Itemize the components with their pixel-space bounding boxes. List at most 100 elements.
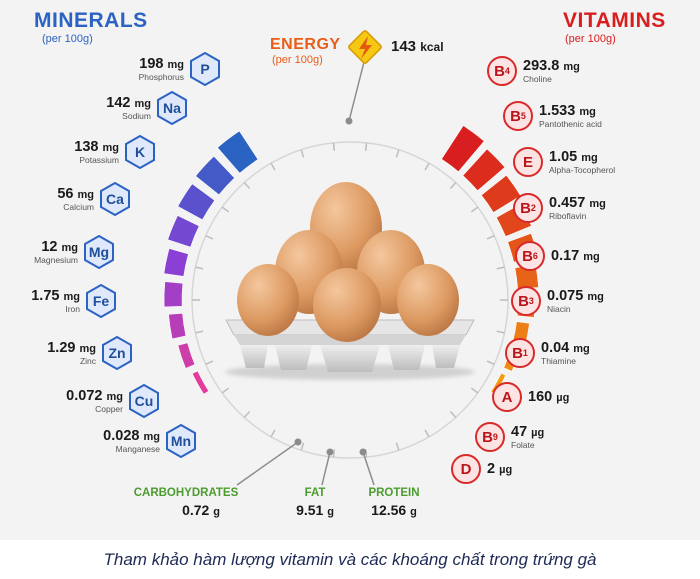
gauge-tick [300, 442, 305, 451]
mineral-value: 198 [139, 55, 164, 72]
gauge-tick [205, 360, 214, 365]
energy-unit: kcal [420, 40, 444, 54]
macro-name: PROTEIN [368, 487, 420, 499]
fat-pointer [321, 451, 331, 486]
mineral-row: 138 mg Potassium K [0, 135, 156, 169]
mineral-symbol: P [200, 61, 210, 77]
mineral-hexagon-icon: P [189, 52, 221, 86]
gauge-tick [270, 162, 276, 171]
eggs-illustration [237, 182, 459, 342]
mineral-unit: mg [77, 188, 95, 201]
mineral-symbol: Fe [92, 293, 110, 309]
gauge-ticks [191, 141, 509, 459]
gauge-tick [300, 149, 305, 158]
protein-pointer [362, 451, 375, 486]
mineral-gauge-segment [216, 130, 259, 174]
macro-protein: PROTEIN 12.56 g [359, 487, 429, 518]
mineral-name: Phosphorus [138, 72, 184, 82]
energy-lightning-icon [348, 30, 382, 64]
vitamin-gauge-segment [507, 232, 539, 263]
mineral-row: 0.072 mg Copper Cu [0, 384, 160, 418]
mineral-row: 1.29 mg Zinc Zn [0, 336, 133, 370]
energy-pointer [348, 61, 365, 122]
mineral-hexagon-icon: Na [156, 91, 188, 125]
macro-pointers [236, 61, 375, 486]
mineral-hexagon-icon: Zn [101, 336, 133, 370]
vitamins-title: VITAMINS [563, 9, 666, 32]
mineral-row: 12 mg Magnesium Mg [0, 235, 115, 269]
mineral-row: 198 mg Phosphorus P [0, 52, 221, 86]
vitamin-gauge-segment [462, 148, 506, 192]
macro-name: FAT [304, 487, 326, 499]
gauge-tick [270, 429, 276, 438]
mineral-unit: mg [79, 342, 97, 355]
energy-title: ENERGY [270, 36, 341, 53]
mineral-name: Copper [95, 404, 123, 414]
mineral-value: 56 [57, 185, 74, 202]
vitamin-gauge-segment [480, 174, 522, 213]
mineral-unit: mg [106, 390, 124, 403]
caption: Tham khảo hàm lượng vitamin và các khoán… [103, 549, 597, 569]
energy-subtitle: (per 100g) [272, 54, 323, 66]
mineral-gauge-segment [177, 183, 216, 221]
mineral-value: 1.75 [31, 287, 60, 304]
macro-value: 9.51 [296, 502, 324, 518]
mineral-symbol: Ca [106, 191, 124, 207]
gauge-tick [332, 142, 336, 151]
gauge-tick [395, 442, 400, 451]
mineral-unit: mg [134, 97, 152, 110]
mineral-unit: mg [102, 141, 120, 154]
mineral-value: 138 [74, 138, 99, 155]
gauge-tick [221, 206, 230, 213]
gauge-tick [205, 235, 214, 240]
vitamin-gauge-segment [503, 347, 520, 372]
fat-pointer-dot [326, 448, 334, 456]
mineral-value: 0.028 [103, 427, 140, 444]
mineral-value: 1.29 [47, 339, 76, 356]
vitamin-gauge-segment [514, 263, 539, 290]
vitamin-gauge-segment [516, 293, 536, 318]
gauge-tick [486, 235, 495, 240]
mineral-hexagon-icon: Mg [83, 235, 115, 269]
mineral-name: Iron [65, 304, 80, 314]
gauge-tick [470, 387, 479, 394]
macro-unit: g [410, 506, 417, 518]
mineral-value: 142 [106, 94, 131, 111]
carbohydrates-pointer-dot [294, 438, 302, 446]
mineral-hexagon-icon: Mn [165, 424, 197, 458]
gauge-tick [449, 410, 457, 418]
gauge-tick [424, 429, 430, 438]
mineral-symbol: Mn [170, 433, 192, 449]
mineral-value: 0.072 [66, 387, 103, 404]
mineral-value: 12 [41, 238, 58, 255]
mineral-symbol: Zn [108, 345, 126, 361]
mineral-symbol: Cu [134, 393, 154, 409]
vitamin-gauge-segment [441, 125, 485, 173]
gauge-tick [243, 182, 251, 190]
gauge-tick [195, 266, 204, 270]
vitamin-gauge-segment [495, 203, 532, 237]
gauge-tick [486, 360, 495, 365]
macro-name: CARBOHYDRATES [133, 487, 239, 499]
minerals-arc-gauge [163, 130, 259, 395]
mineral-gauge-segment [191, 370, 210, 395]
vitamin-gauge-segment [490, 372, 507, 395]
vitamin-gauge-segment [512, 321, 530, 346]
mineral-row: 142 mg Sodium Na [0, 91, 188, 125]
mineral-symbol: Na [163, 100, 181, 116]
macro-value: 0.72 [182, 502, 210, 518]
macro-unit: g [327, 506, 334, 518]
mineral-row: 0.028 mg Manganese Mn [0, 424, 197, 458]
macro-unit: g [213, 506, 220, 518]
carbohydrates-pointer [236, 441, 299, 486]
mineral-hexagon-icon: Cu [128, 384, 160, 418]
gauge-tick [332, 449, 336, 458]
mineral-row: 1.75 mg Iron Fe [0, 284, 117, 318]
mineral-gauge-segment [168, 312, 187, 340]
energy-value: 143 kcal [391, 38, 444, 55]
mineral-unit: mg [63, 290, 81, 303]
protein-pointer-dot [359, 448, 367, 456]
minerals-subtitle: (per 100g) [42, 33, 93, 45]
mineral-name: Calcium [63, 202, 94, 212]
gauge-tick [424, 162, 430, 171]
